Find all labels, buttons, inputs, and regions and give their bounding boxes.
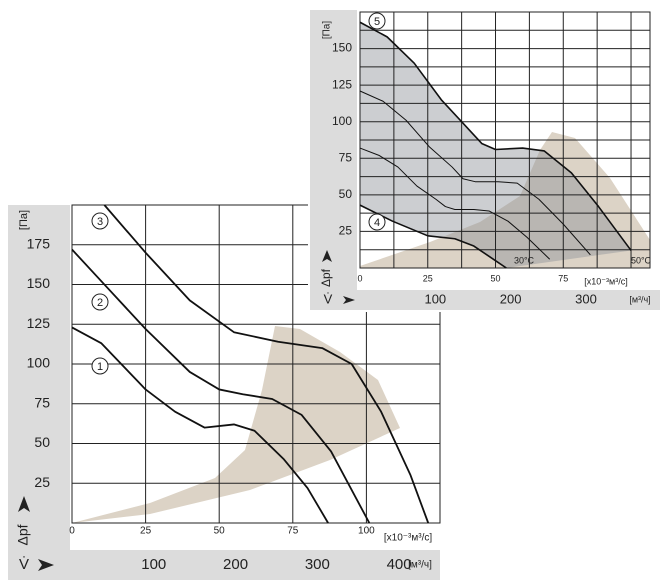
y-tick-label: 75 bbox=[339, 150, 353, 164]
curve-label: 2 bbox=[97, 297, 103, 309]
annotation: 50°C bbox=[631, 255, 652, 265]
x-unit: [x10⁻³м³/с] bbox=[384, 533, 432, 544]
curve-label: 3 bbox=[97, 216, 103, 228]
x2-band bbox=[8, 550, 440, 580]
x2-tick-label: 100 bbox=[141, 556, 166, 573]
curve-badge bbox=[368, 12, 386, 30]
x-unit: [x10⁻³м³/с] bbox=[584, 276, 627, 286]
operating-area bbox=[360, 132, 650, 268]
y-tick-label: 150 bbox=[27, 275, 51, 291]
chart-2: 25 50 75 100 125 150 0 25 50 75 100 200 300 [x10⁻³м³/… bbox=[308, 8, 660, 312]
curve bbox=[359, 204, 507, 269]
curve bbox=[359, 147, 551, 260]
y-band bbox=[310, 10, 357, 290]
y-tick-label: 150 bbox=[332, 41, 352, 55]
x2-unit: [м³/ч] bbox=[629, 294, 650, 304]
x2-band bbox=[310, 290, 660, 310]
y-symbol: Δpf bbox=[319, 268, 333, 287]
x-tick-label: 50 bbox=[214, 526, 226, 537]
annotation: 30°C bbox=[514, 255, 535, 265]
x2-tick-label: 400 bbox=[387, 556, 412, 573]
y-tick-label: 50 bbox=[339, 187, 353, 201]
curve-badge bbox=[91, 293, 109, 311]
y-symbol: Δpf bbox=[15, 524, 31, 545]
y-tick-label: 75 bbox=[34, 394, 50, 410]
x2-tick-label: 300 bbox=[305, 556, 330, 573]
x-tick-label: 75 bbox=[558, 273, 568, 283]
x-tick-label: 100 bbox=[358, 526, 375, 537]
y-tick-label: 125 bbox=[27, 315, 51, 331]
curve bbox=[359, 21, 632, 251]
x-tick-label: 0 bbox=[357, 273, 362, 283]
x-tick-label: 25 bbox=[140, 526, 152, 537]
y-unit: [Па] bbox=[18, 210, 30, 230]
y-band bbox=[8, 205, 70, 550]
curve-badge bbox=[91, 212, 109, 230]
y-unit: [Па] bbox=[322, 21, 333, 40]
plot-frame bbox=[71, 204, 441, 524]
arrow-up bbox=[322, 250, 332, 262]
x-tick-label: 0 bbox=[69, 526, 75, 537]
y-tick-label: 25 bbox=[34, 474, 50, 490]
curve-label: 5 bbox=[374, 16, 380, 28]
x2-tick-label: 300 bbox=[575, 291, 597, 306]
arrow-up bbox=[18, 496, 30, 512]
x2-tick-label: 200 bbox=[223, 556, 248, 573]
curve bbox=[359, 90, 591, 256]
x2-unit: [м³/ч] bbox=[408, 560, 432, 571]
curve-badge bbox=[91, 357, 109, 375]
curve bbox=[71, 248, 371, 524]
x2-tick-label: 100 bbox=[424, 291, 446, 306]
y-tick-label: 25 bbox=[339, 224, 353, 238]
y-tick-label: 175 bbox=[27, 235, 51, 251]
y-tick-label: 100 bbox=[332, 114, 352, 128]
x2-tick-label: 200 bbox=[500, 291, 522, 306]
x-tick-label: 25 bbox=[423, 273, 433, 283]
curve-label: 4 bbox=[374, 217, 380, 229]
arrow-right bbox=[38, 559, 54, 571]
x-tick-label: 50 bbox=[491, 273, 501, 283]
arrow-right bbox=[343, 296, 355, 304]
x-tick-label: 75 bbox=[287, 526, 299, 537]
y-tick-label: 100 bbox=[27, 355, 51, 371]
curve bbox=[71, 326, 329, 524]
x-symbol: V̇ bbox=[324, 291, 333, 306]
x-symbol: V̇ bbox=[19, 556, 29, 573]
curve-label: 1 bbox=[97, 361, 103, 373]
curve bbox=[103, 204, 430, 524]
y-tick-label: 125 bbox=[332, 77, 352, 91]
curve-badge bbox=[368, 213, 386, 231]
operating-area bbox=[72, 326, 400, 523]
y-tick-label: 50 bbox=[34, 434, 50, 450]
